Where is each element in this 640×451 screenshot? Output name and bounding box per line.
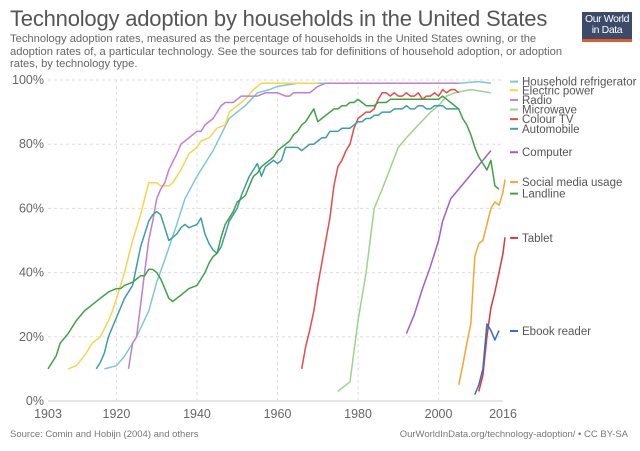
legend-label: Radio xyxy=(522,95,552,107)
y-tick-label: 40% xyxy=(19,266,44,280)
legend-item-computer[interactable]: Computer xyxy=(510,147,573,159)
legend-item-colour-tv[interactable]: Colour TV xyxy=(510,114,574,126)
x-tick-label: 2016 xyxy=(489,407,517,421)
source-note: Source: Comin and Hobijn (2004) and othe… xyxy=(10,429,199,440)
legend-label: Ebook reader xyxy=(522,326,591,338)
y-tick-label: 0% xyxy=(26,394,44,408)
series-line-radio[interactable] xyxy=(127,82,459,370)
legend-item-social-media-usage[interactable]: Social media usage xyxy=(510,177,622,189)
series-line-automobile[interactable] xyxy=(95,104,459,370)
grid xyxy=(48,79,503,402)
series-lines xyxy=(47,80,506,395)
chart-title: Technology adoption by households in the… xyxy=(10,6,548,31)
legend-label: Landline xyxy=(522,189,565,201)
legend-label: Electric power xyxy=(522,85,594,97)
legend-item-household-refrigerator[interactable]: Household refrigerator xyxy=(510,77,637,89)
x-tick-label: 1960 xyxy=(264,407,292,421)
x-axis: 1903 1920 1940 1960 1980 2000 2016 xyxy=(34,407,517,421)
x-tick-label: 1903 xyxy=(34,407,62,421)
legend-label: Automobile xyxy=(522,124,580,136)
series-line-landline[interactable] xyxy=(47,95,500,370)
x-tick-label: 1940 xyxy=(183,407,211,421)
owid-logo[interactable]: Our World in Data xyxy=(582,12,632,42)
legend-label: Household refrigerator xyxy=(522,77,637,89)
series-line-microwave[interactable] xyxy=(337,88,492,392)
y-tick-label: 20% xyxy=(19,330,44,344)
logo-line-2: in Data xyxy=(591,24,623,36)
y-tick-label: 60% xyxy=(19,201,44,215)
y-axis: 0% 20% 40% 60% 80% 100% xyxy=(12,73,44,408)
legend-item-electric-power[interactable]: Electric power xyxy=(510,85,594,97)
series-line-ebook-reader[interactable] xyxy=(474,323,500,395)
series-line-electric-power[interactable] xyxy=(67,82,318,370)
legend-label: Microwave xyxy=(522,105,577,117)
legend-item-microwave[interactable]: Microwave xyxy=(510,105,577,117)
legend-item-ebook-reader[interactable]: Ebook reader xyxy=(510,326,591,338)
legend-item-tablet[interactable]: Tablet xyxy=(510,233,553,245)
x-tick-label: 1920 xyxy=(103,407,131,421)
legend-item-radio[interactable]: Radio xyxy=(510,95,552,107)
legend-label: Social media usage xyxy=(522,177,622,189)
y-tick-label: 100% xyxy=(12,73,44,87)
series-line-colour-tv[interactable] xyxy=(300,88,460,370)
series-line-household-refrigerator[interactable] xyxy=(104,80,491,370)
x-tick-label: 2000 xyxy=(425,407,453,421)
series-line-social-media-usage[interactable] xyxy=(457,179,506,386)
legend-label: Computer xyxy=(522,147,573,159)
x-tick-label: 1980 xyxy=(344,407,372,421)
series-line-computer[interactable] xyxy=(405,150,492,334)
y-tick-label: 80% xyxy=(19,137,44,151)
legend-label: Colour TV xyxy=(522,114,574,126)
credit-link[interactable]: OurWorldInData.org/technology-adoption/ … xyxy=(399,429,628,440)
legend-item-landline[interactable]: Landline xyxy=(510,189,565,201)
legend-label: Tablet xyxy=(522,233,553,245)
logo-line-1: Our World xyxy=(584,13,630,25)
chart-subtitle: Technology adoption rates, measured as t… xyxy=(10,33,563,70)
legend-item-automobile[interactable]: Automobile xyxy=(510,124,580,136)
